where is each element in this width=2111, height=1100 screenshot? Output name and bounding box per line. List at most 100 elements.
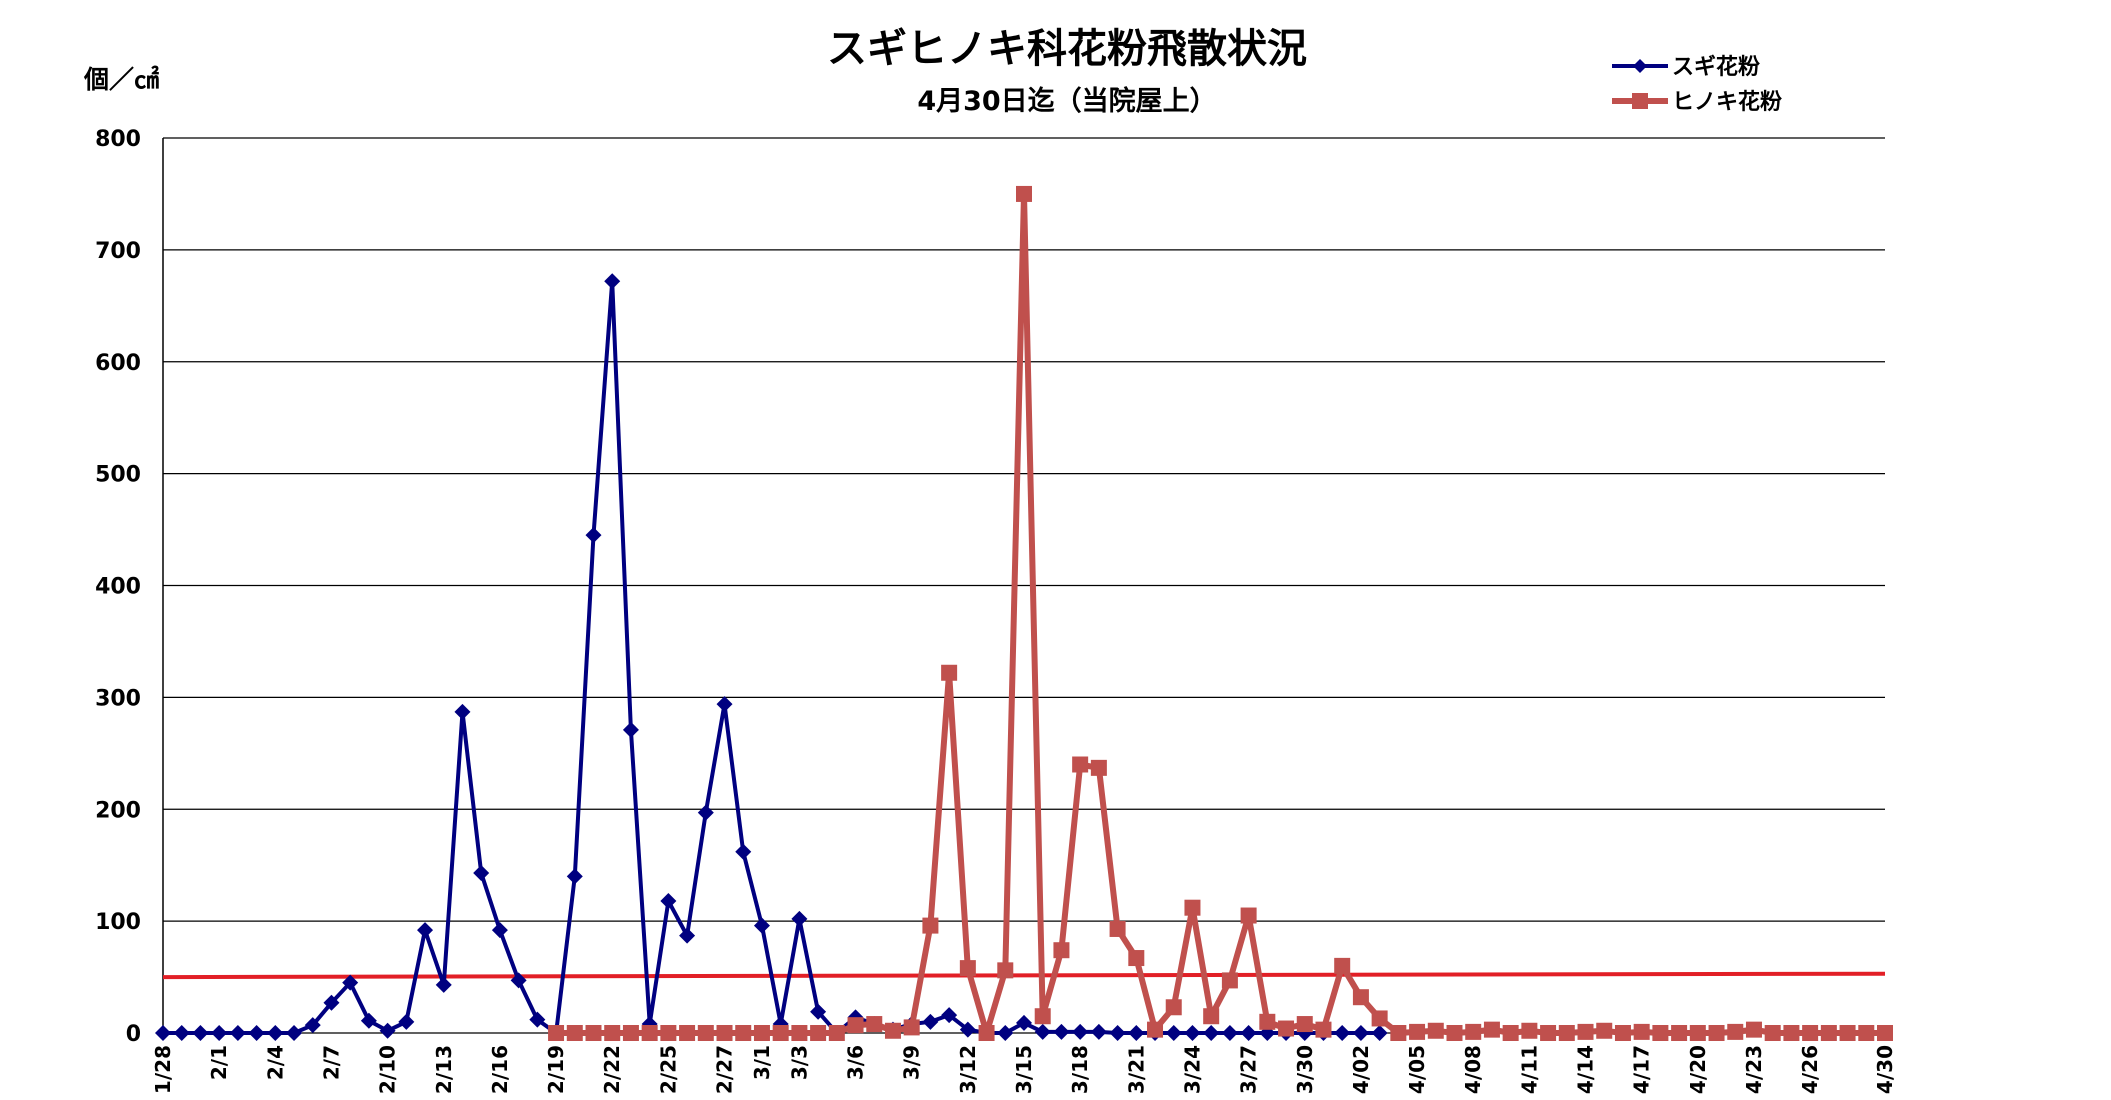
x-tick-label: 2/27 bbox=[713, 1045, 737, 1094]
data-point-sugi bbox=[1090, 1023, 1107, 1040]
data-point-hinoki bbox=[941, 664, 958, 681]
data-point-sugi bbox=[1034, 1023, 1051, 1040]
data-point-hinoki bbox=[1240, 907, 1257, 924]
x-tick-label: 1/28 bbox=[151, 1045, 175, 1094]
data-point-hinoki bbox=[1409, 1023, 1426, 1040]
data-point-hinoki bbox=[679, 1025, 696, 1041]
x-tick-label: 3/3 bbox=[787, 1045, 811, 1080]
data-point-hinoki bbox=[641, 1025, 658, 1041]
data-point-hinoki bbox=[1128, 950, 1145, 967]
data-point-sugi bbox=[941, 1007, 958, 1024]
x-tick-label: 2/1 bbox=[207, 1045, 231, 1080]
data-point-sugi bbox=[1053, 1023, 1070, 1040]
data-point-hinoki bbox=[660, 1025, 677, 1041]
series-layer bbox=[155, 185, 1893, 1041]
data-point-sugi bbox=[192, 1025, 209, 1041]
data-point-hinoki bbox=[1671, 1025, 1688, 1041]
data-point-hinoki bbox=[772, 1025, 789, 1041]
data-point-hinoki bbox=[810, 1025, 827, 1041]
reference-line bbox=[162, 971, 1886, 980]
data-point-sugi bbox=[1165, 1025, 1182, 1041]
x-tick-label: 4/30 bbox=[1873, 1045, 1897, 1094]
chart-title: スギヒノキ科花粉飛散状況 bbox=[827, 26, 1307, 72]
x-tick-label: 3/27 bbox=[1237, 1045, 1261, 1094]
data-point-sugi bbox=[342, 974, 359, 991]
data-point-hinoki bbox=[959, 960, 976, 977]
x-tick-label: 4/05 bbox=[1405, 1045, 1429, 1094]
data-point-hinoki bbox=[1689, 1025, 1706, 1041]
data-point-hinoki bbox=[1745, 1021, 1762, 1038]
data-point-sugi bbox=[1072, 1023, 1089, 1040]
data-point-hinoki bbox=[997, 962, 1014, 979]
data-point-sugi bbox=[155, 1025, 171, 1041]
data-point-hinoki bbox=[1521, 1022, 1538, 1039]
data-point-hinoki bbox=[1577, 1023, 1594, 1040]
y-axis-unit: 個／㎠ bbox=[83, 65, 159, 94]
x-tick-label: 2/4 bbox=[263, 1045, 287, 1080]
data-point-hinoki bbox=[1877, 1025, 1893, 1041]
data-point-hinoki bbox=[1446, 1025, 1463, 1041]
data-point-sugi bbox=[379, 1022, 396, 1039]
data-point-hinoki bbox=[1727, 1023, 1744, 1040]
data-point-sugi bbox=[679, 927, 696, 944]
x-tick-label: 3/24 bbox=[1180, 1045, 1204, 1094]
x-tick-label: 3/21 bbox=[1124, 1045, 1148, 1094]
x-tick-label: 4/14 bbox=[1574, 1045, 1598, 1094]
data-point-hinoki bbox=[1633, 1023, 1650, 1040]
data-point-hinoki bbox=[566, 1025, 583, 1041]
data-point-hinoki bbox=[1858, 1025, 1875, 1041]
data-point-hinoki bbox=[604, 1025, 621, 1041]
series-hinoki bbox=[548, 185, 1893, 1041]
data-point-sugi bbox=[1371, 1025, 1388, 1041]
data-point-sugi bbox=[417, 922, 434, 939]
data-point-hinoki bbox=[1334, 957, 1351, 974]
data-point-hinoki bbox=[1652, 1025, 1669, 1041]
data-point-hinoki bbox=[903, 1019, 920, 1036]
data-point-hinoki bbox=[884, 1022, 901, 1039]
data-point-sugi bbox=[660, 892, 677, 909]
data-point-hinoki bbox=[753, 1025, 770, 1041]
data-point-hinoki bbox=[1708, 1025, 1725, 1041]
data-point-hinoki bbox=[1315, 1021, 1332, 1038]
data-point-hinoki bbox=[1296, 1016, 1313, 1033]
data-point-hinoki bbox=[1614, 1025, 1631, 1041]
data-point-hinoki bbox=[1034, 1008, 1051, 1025]
data-point-sugi bbox=[491, 922, 508, 939]
data-point-sugi bbox=[585, 527, 602, 544]
x-tick-label: 4/02 bbox=[1349, 1045, 1373, 1094]
data-point-sugi bbox=[323, 994, 340, 1011]
data-point-sugi bbox=[753, 917, 770, 934]
y-tick-label: 500 bbox=[95, 463, 141, 488]
data-point-hinoki bbox=[1165, 999, 1182, 1016]
data-point-sugi bbox=[435, 976, 452, 993]
data-point-hinoki bbox=[791, 1025, 808, 1041]
data-point-sugi bbox=[716, 696, 733, 713]
data-point-hinoki bbox=[1465, 1023, 1482, 1040]
x-tick-label: 3/6 bbox=[844, 1045, 868, 1080]
data-point-sugi bbox=[360, 1012, 377, 1029]
reference-line-layer bbox=[162, 971, 1886, 980]
y-tick-label: 700 bbox=[95, 239, 141, 264]
x-tick-label: 3/15 bbox=[1012, 1045, 1036, 1094]
data-point-hinoki bbox=[716, 1025, 733, 1041]
data-point-hinoki bbox=[622, 1025, 639, 1041]
y-tick-label: 600 bbox=[95, 351, 141, 376]
data-point-sugi bbox=[229, 1025, 246, 1041]
legend-marker-sugi bbox=[1633, 59, 1647, 73]
data-point-sugi bbox=[1352, 1025, 1369, 1041]
data-point-hinoki bbox=[847, 1017, 864, 1034]
y-tick-label: 0 bbox=[126, 1022, 141, 1047]
data-point-hinoki bbox=[1203, 1008, 1220, 1025]
data-point-sugi bbox=[286, 1025, 303, 1041]
x-tick-label: 3/12 bbox=[956, 1045, 980, 1094]
x-tick-label: 2/13 bbox=[432, 1045, 456, 1094]
data-point-sugi bbox=[398, 1013, 415, 1030]
data-point-hinoki bbox=[548, 1025, 565, 1041]
data-point-hinoki bbox=[1783, 1025, 1800, 1041]
series-sugi bbox=[155, 273, 1388, 1041]
x-tick-label: 3/30 bbox=[1293, 1045, 1317, 1094]
y-tick-label: 800 bbox=[95, 127, 141, 152]
data-point-sugi bbox=[1184, 1025, 1201, 1041]
